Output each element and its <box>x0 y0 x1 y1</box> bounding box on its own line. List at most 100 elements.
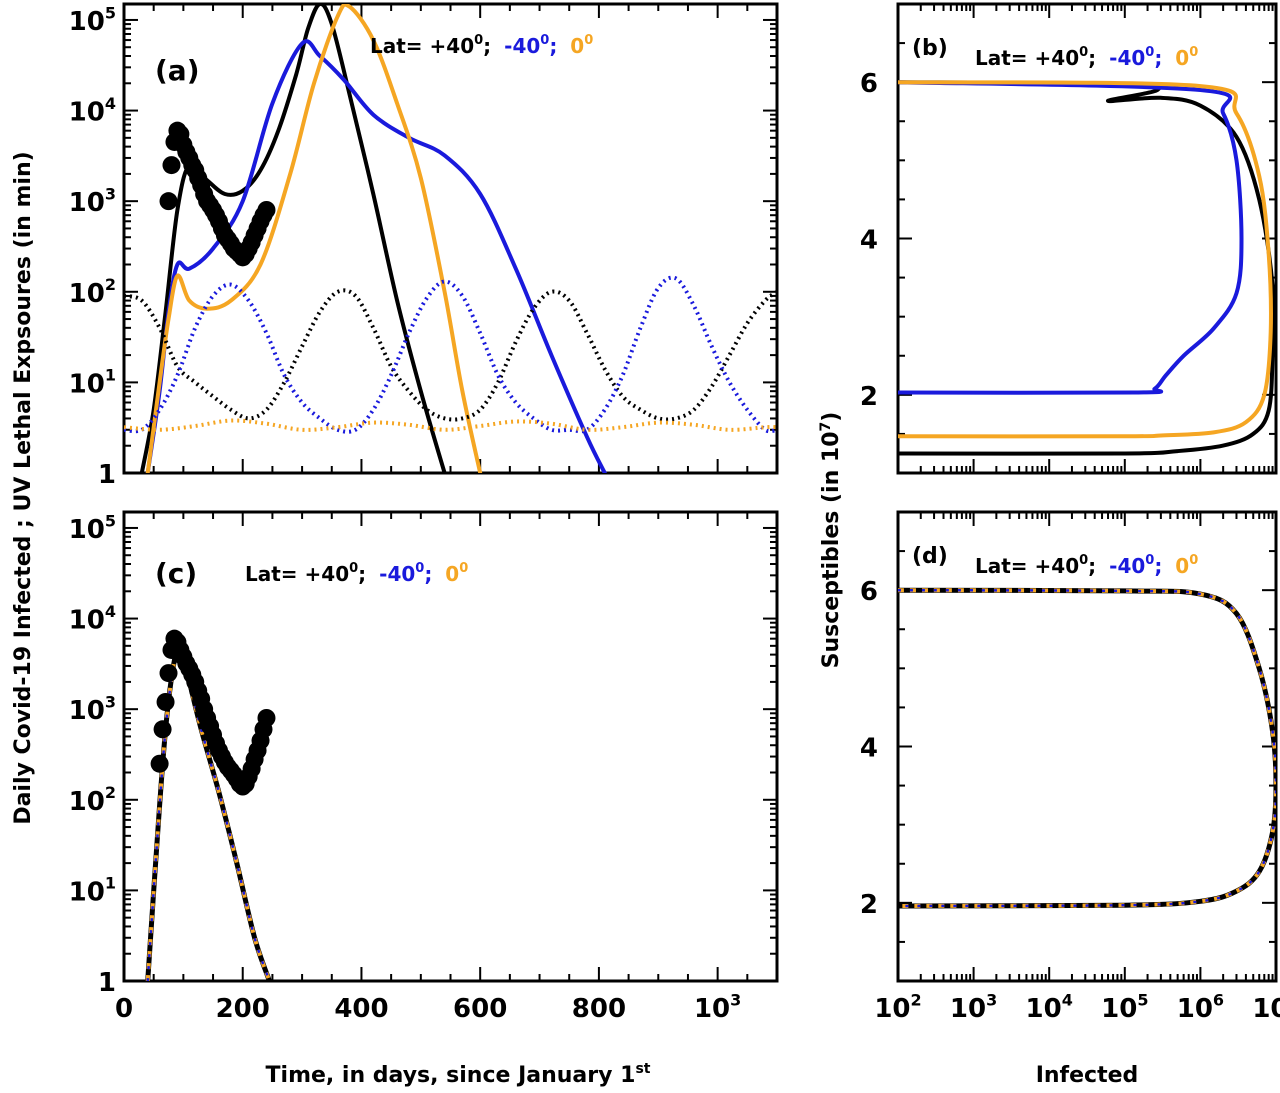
y-tick-label-c: 103 <box>69 692 116 726</box>
legend-c-zero-sup: 0 <box>459 561 468 576</box>
observed-marker-a <box>159 192 178 211</box>
y-tick-label-c-base: 10 <box>69 606 105 636</box>
x-axis-title-left-main: Time, in days, since January 1 <box>266 1063 636 1088</box>
legend-a-zero: 0 <box>570 34 584 58</box>
panel-d-label: (d) <box>912 544 948 569</box>
y-tick-label-b: 6 <box>860 69 878 99</box>
panel-c-label: (c) <box>155 557 197 590</box>
legend-a-zero-sup: 0 <box>584 33 593 48</box>
observed-marker-a <box>257 200 276 219</box>
x-tick-label-c-base: 10 <box>694 994 730 1024</box>
x-tick-label-c-base: 400 <box>334 994 388 1024</box>
legend-a-sep2: ; <box>549 34 557 58</box>
y-tick-label-a: 101 <box>69 366 116 400</box>
y-tick-label-c-exp: 2 <box>105 783 116 802</box>
observed-marker-c <box>257 708 276 727</box>
panel-d-frame <box>896 510 1278 983</box>
x-tick-label-c: 400 <box>334 994 388 1024</box>
y-tick-label-c-base: 10 <box>69 877 105 907</box>
y-tick-label-b-base: 2 <box>860 382 878 412</box>
y-tick-label-c-base: 10 <box>69 696 105 726</box>
series-line-a-0 <box>139 4 447 473</box>
legend-c-zero: 0 <box>445 562 459 586</box>
y-tick-label-a-exp: 4 <box>105 94 116 113</box>
x-tick-label-c-base: 200 <box>216 994 270 1024</box>
series-line-a-2 <box>145 4 483 473</box>
y-tick-label-a: 105 <box>69 3 116 37</box>
y-axis-title-right-sup: 7 <box>818 422 834 432</box>
panel-c-series <box>145 629 276 981</box>
series-layer <box>124 4 1276 981</box>
legend-c: Lat= +400; -400; 00 <box>245 561 468 586</box>
x-tick-label-d-exp: 5 <box>1137 990 1148 1009</box>
y-tick-label-d-base: 2 <box>860 890 878 920</box>
panel-d-series <box>898 587 1276 909</box>
legend-b-zero-sup: 0 <box>1189 45 1198 60</box>
x-tick-label-d: 105 <box>1101 990 1148 1024</box>
y-tick-label-d: 2 <box>860 890 878 920</box>
y-axis-title-left: Daily Covid-19 Infected ; UV Lethal Exps… <box>11 151 36 824</box>
y-tick-label-d-base: 4 <box>860 734 878 764</box>
legend-d: Lat= +400; -400; 00 <box>975 553 1198 578</box>
y-tick-label-c-base: 10 <box>69 787 105 817</box>
series-line-d-orange <box>898 588 1276 908</box>
legend-c-sep2: ; <box>424 562 432 586</box>
legend-d-sep1: ; <box>1088 554 1096 578</box>
observed-marker-c <box>156 692 175 711</box>
y-tick-label-c: 105 <box>69 511 116 545</box>
x-tick-label-d: 106 <box>1177 990 1224 1024</box>
legend-d-minus40: -40 <box>1109 554 1145 578</box>
y-tick-label-b: 4 <box>860 226 878 256</box>
y-tick-label-a: 102 <box>69 275 116 309</box>
y-tick-label-a-base: 10 <box>69 279 105 309</box>
series-line-d-blue <box>898 588 1276 908</box>
series-line-a-5 <box>124 418 777 432</box>
legend-a-minus40: -40 <box>504 34 540 58</box>
y-tick-label-b-base: 6 <box>860 69 878 99</box>
x-tick-label-d-base: 10 <box>1101 994 1137 1024</box>
x-tick-label-d-exp: 4 <box>1062 990 1073 1009</box>
panel-b-series <box>898 80 1276 456</box>
y-tick-label-c: 1 <box>98 968 116 998</box>
series-line-b-0 <box>898 80 1276 456</box>
y-tick-label-c: 101 <box>69 874 116 908</box>
legend-a-minus40-sup: 0 <box>540 33 549 48</box>
x-tick-label-c: 103 <box>694 990 741 1024</box>
legend-c-minus40-sup: 0 <box>415 561 424 576</box>
legend-b: Lat= +400; -400; 00 <box>975 45 1198 70</box>
x-axis-title-left: Time, in days, since January 1st <box>266 1061 651 1088</box>
legend-b-minus40-sup: 0 <box>1145 45 1154 60</box>
y-tick-label-a-base: 10 <box>69 369 105 399</box>
panel-a-label: (a) <box>155 54 200 87</box>
y-axis-title-right: Susceptibles (in 107) <box>818 412 844 669</box>
legend-a-sep1: ; <box>483 34 491 58</box>
legend-d-sep2: ; <box>1154 554 1162 578</box>
x-tick-label-c-base: 800 <box>572 994 626 1024</box>
y-tick-label-a: 104 <box>69 94 116 128</box>
y-tick-label-d-base: 6 <box>860 577 878 607</box>
y-tick-label-a-exp: 3 <box>105 184 116 203</box>
legend-d-plus40-sup: 0 <box>1079 553 1088 568</box>
panel-b-label: (b) <box>912 36 948 61</box>
x-tick-label-d-base: 10 <box>1177 994 1213 1024</box>
y-tick-label-c-exp: 5 <box>105 511 116 530</box>
panel-b-frame <box>896 2 1278 475</box>
observed-marker-c <box>159 664 178 683</box>
y-tick-label-a: 1 <box>98 460 116 490</box>
series-line-b-1 <box>898 80 1244 395</box>
y-tick-label-a-base: 10 <box>69 7 105 37</box>
y-tick-label-a-base: 1 <box>98 460 116 490</box>
y-tick-label-c-base: 10 <box>69 515 105 545</box>
legend-c-sep1: ; <box>358 562 366 586</box>
y-tick-label-a-exp: 5 <box>105 3 116 22</box>
legend-b-zero: 0 <box>1175 46 1189 70</box>
y-tick-label-b-base: 4 <box>860 226 878 256</box>
x-tick-label-d-exp: 2 <box>911 990 922 1009</box>
x-tick-label-c-exp: 3 <box>730 990 741 1009</box>
observed-marker-a <box>162 156 181 175</box>
y-tick-label-a-base: 10 <box>69 188 105 218</box>
y-tick-label-c: 104 <box>69 602 116 636</box>
legend-c-plus40-sup: 0 <box>349 561 358 576</box>
legend-a: Lat= +400; -400; 00 <box>370 33 593 58</box>
